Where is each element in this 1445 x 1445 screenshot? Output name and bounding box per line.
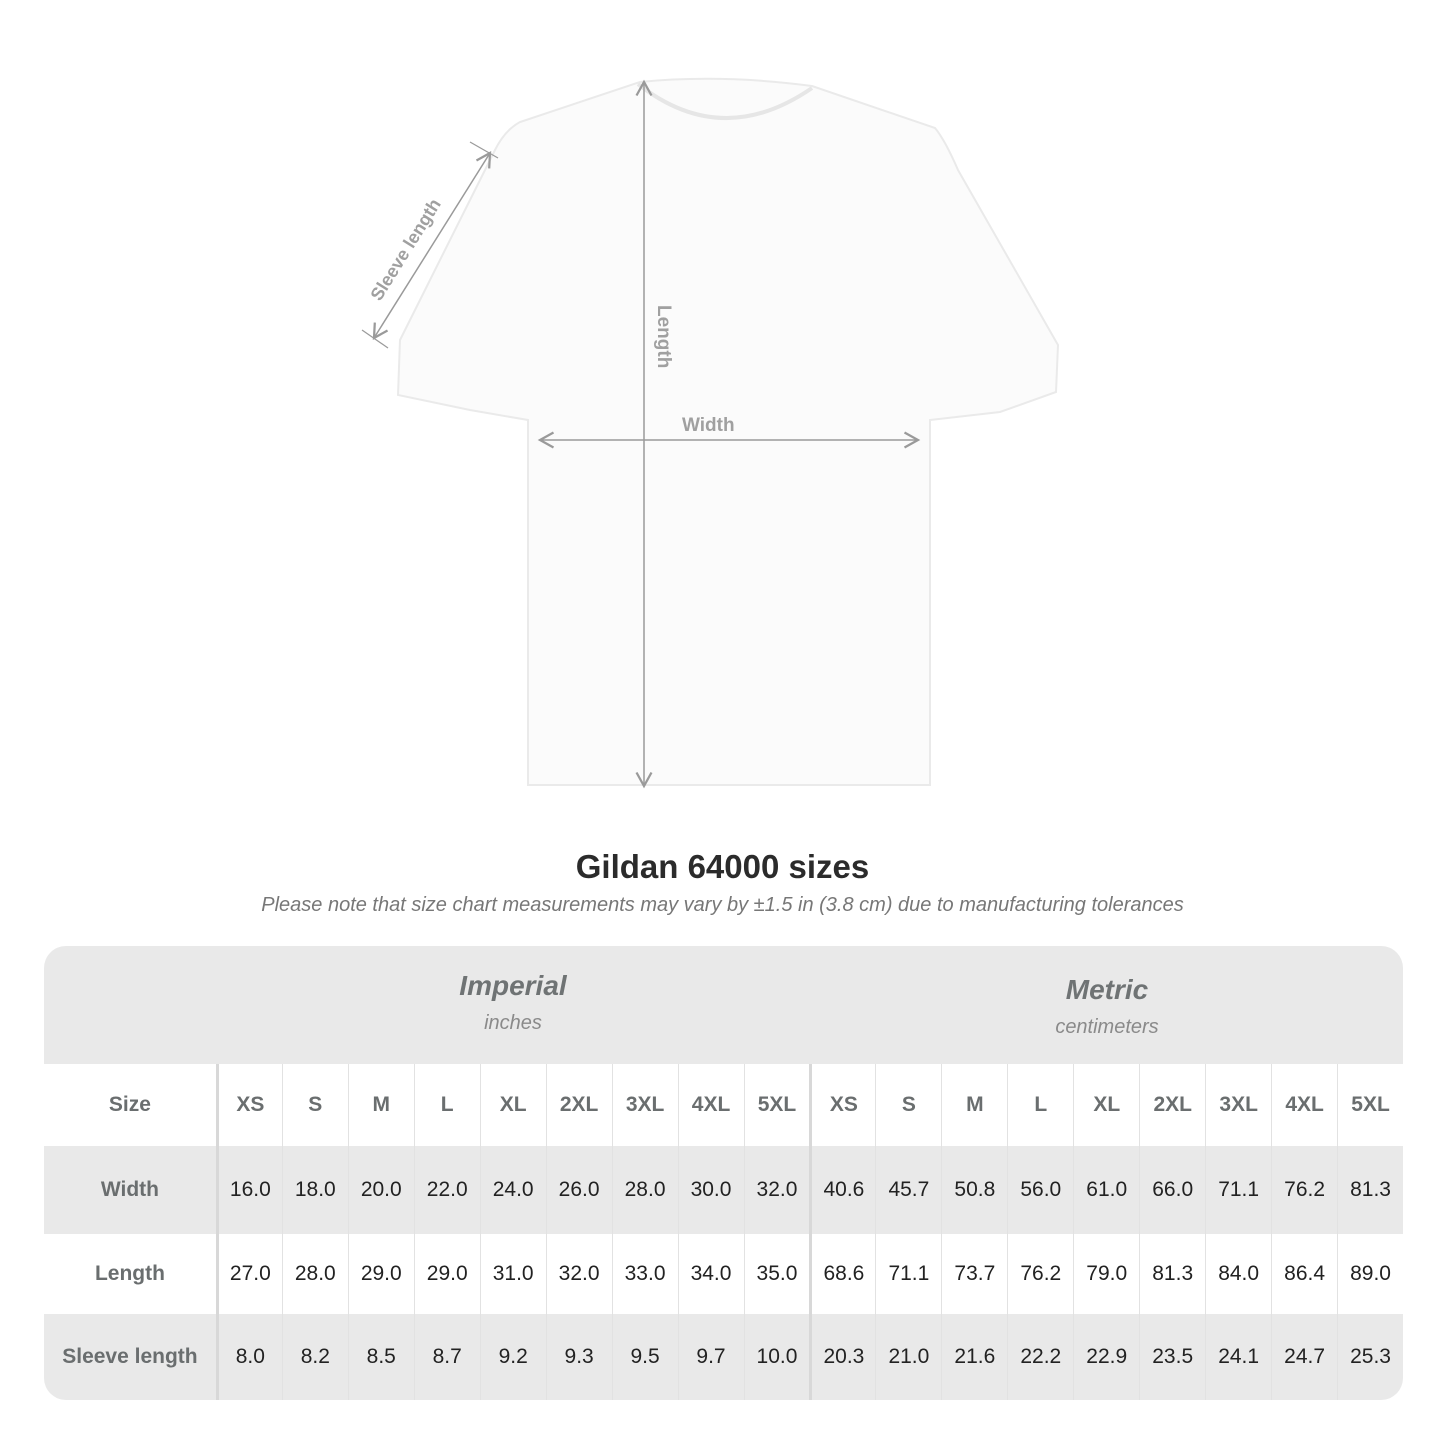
imperial-value-cell: 8.7 [413, 1314, 480, 1400]
imperial-value-cell: 16.0 [215, 1146, 282, 1234]
metric-value-cell: 24.7 [1271, 1314, 1337, 1400]
imperial-value-cell: 35.0 [743, 1234, 810, 1314]
metric-value-cell: 61.0 [1073, 1146, 1139, 1234]
page-title: Gildan 64000 sizes [575, 848, 870, 885]
metric-value-cell: 71.1 [875, 1234, 941, 1314]
metric-value-cell: 66.0 [1139, 1146, 1205, 1234]
metric-label: Metric [1065, 974, 1149, 1005]
imperial-value-cell: 33.0 [611, 1234, 678, 1314]
imperial-size-header: S [281, 1064, 348, 1146]
metric-value-cell: 76.2 [1271, 1146, 1337, 1234]
metric-value-cell: 81.3 [1139, 1234, 1205, 1314]
imperial-value-cell: 29.0 [413, 1234, 480, 1314]
imperial-value-cell: 18.0 [281, 1146, 348, 1234]
table-row: Width 16.0 18.0 20.0 22.0 24.0 26.0 28.0 30.0 32.… [44, 1146, 1403, 1234]
metric-value-cell: 20.3 [809, 1314, 875, 1400]
metric-value-cell: 22.2 [1007, 1314, 1073, 1400]
imperial-unit: inches [484, 1012, 542, 1034]
imperial-value-cell: 32.0 [743, 1146, 810, 1234]
length-label: Length [653, 305, 674, 368]
row-label: Width [100, 1178, 159, 1201]
metric-value-cell: 56.0 [1007, 1146, 1073, 1234]
imperial-size-header: XS [215, 1064, 282, 1146]
metric-size-header: XL [1073, 1064, 1139, 1146]
metric-value-cell: 73.7 [941, 1234, 1007, 1314]
imperial-value-cell: 10.0 [743, 1314, 810, 1400]
imperial-value-cell: 29.0 [347, 1234, 414, 1314]
imperial-value-cell: 9.3 [545, 1314, 612, 1400]
imperial-value-cell: 28.0 [281, 1234, 348, 1314]
imperial-size-header: M [347, 1064, 414, 1146]
row-label: Size [108, 1093, 151, 1116]
metric-value-cell: 79.0 [1073, 1234, 1139, 1314]
size-table: Imperial inches Metric centimeters Size X… [44, 946, 1403, 1400]
imperial-size-header: 2XL [545, 1064, 612, 1146]
metric-size-header: S [875, 1064, 941, 1146]
metric-size-header: 3XL [1205, 1064, 1271, 1146]
imperial-size-header: 3XL [611, 1064, 678, 1146]
metric-value-cell: 45.7 [875, 1146, 941, 1234]
imperial-value-cell: 8.2 [281, 1314, 348, 1400]
imperial-value-cell: 32.0 [545, 1234, 612, 1314]
width-label: Width [682, 415, 735, 436]
imperial-label: Imperial [459, 970, 567, 1001]
imperial-size-header: 4XL [677, 1064, 744, 1146]
metric-value-cell: 22.9 [1073, 1314, 1139, 1400]
imperial-size-header: L [413, 1064, 480, 1146]
metric-value-cell: 21.0 [875, 1314, 941, 1400]
metric-size-header: 2XL [1139, 1064, 1205, 1146]
metric-value-cell: 50.8 [941, 1146, 1007, 1234]
metric-value-cell: 84.0 [1205, 1234, 1271, 1314]
sleeve-arrow [372, 151, 492, 340]
metric-value-cell: 71.1 [1205, 1146, 1271, 1234]
imperial-value-cell: 9.5 [611, 1314, 678, 1400]
metric-value-cell: 86.4 [1271, 1234, 1337, 1314]
imperial-value-cell: 34.0 [677, 1234, 744, 1314]
imperial-value-cell: 20.0 [347, 1146, 414, 1234]
metric-size-header: M [941, 1064, 1007, 1146]
metric-size-header: 4XL [1271, 1064, 1337, 1146]
metric-header: Metric centimeters [810, 974, 1403, 1092]
imperial-value-cell: 8.5 [347, 1314, 414, 1400]
imperial-value-cell: 8.0 [215, 1314, 282, 1400]
size-header-row: Size XS S M L XL 2XL 3XL 4XL 5XL XS S M L XL 2XL 3XL 4XL 5… [44, 1064, 1403, 1146]
tshirt-diagram: Sleeve length Length Width [361, 77, 1060, 789]
metric-value-cell: 76.2 [1007, 1234, 1073, 1314]
row-label: Length [94, 1262, 165, 1285]
metric-size-header: XS [809, 1064, 875, 1146]
metric-value-cell: 81.3 [1337, 1146, 1403, 1234]
metric-value-cell: 23.5 [1139, 1314, 1205, 1400]
metric-value-cell: 40.6 [809, 1146, 875, 1234]
imperial-value-cell: 31.0 [479, 1234, 546, 1314]
imperial-value-cell: 28.0 [611, 1146, 678, 1234]
imperial-value-cell: 9.7 [677, 1314, 744, 1400]
imperial-value-cell: 26.0 [545, 1146, 612, 1234]
imperial-value-cell: 22.0 [413, 1146, 480, 1234]
row-label: Sleeve length [62, 1345, 198, 1368]
imperial-size-header: XL [479, 1064, 546, 1146]
metric-value-cell: 68.6 [809, 1234, 875, 1314]
metric-value-cell: 21.6 [941, 1314, 1007, 1400]
metric-unit: centimeters [1055, 1016, 1159, 1038]
metric-value-cell: 89.0 [1337, 1234, 1403, 1314]
imperial-value-cell: 30.0 [677, 1146, 744, 1234]
metric-value-cell: 25.3 [1337, 1314, 1403, 1400]
imperial-value-cell: 24.0 [479, 1146, 546, 1234]
imperial-value-cell: 9.2 [479, 1314, 546, 1400]
table-row: Sleeve length 8.0 8.2 8.5 8.7 9.2 9.3 9.5 9.7 10.… [44, 1314, 1403, 1400]
table-row: Length 27.0 28.0 29.0 29.0 31.0 32.0 33.0 34.0 35… [44, 1234, 1403, 1314]
imperial-size-header: 5XL [743, 1064, 810, 1146]
metric-size-header: 5XL [1337, 1064, 1403, 1146]
metric-value-cell: 24.1 [1205, 1314, 1271, 1400]
imperial-value-cell: 27.0 [215, 1234, 282, 1314]
tolerance-note: Please note that size chart measurements… [261, 894, 1184, 916]
imperial-header: Imperial inches [216, 970, 810, 1088]
metric-size-header: L [1007, 1064, 1073, 1146]
